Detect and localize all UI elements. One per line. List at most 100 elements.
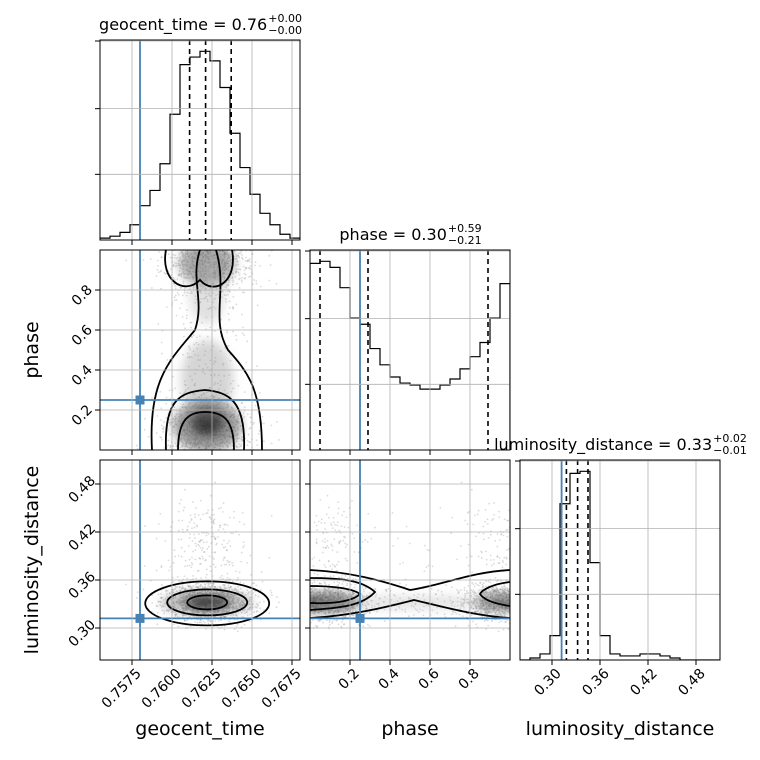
sample-point xyxy=(241,280,243,283)
sample-point xyxy=(324,612,327,615)
sample-point xyxy=(254,590,256,592)
sample-point xyxy=(213,558,215,560)
sample-point xyxy=(194,549,197,552)
sample-point xyxy=(454,625,457,628)
sample-point xyxy=(225,300,228,303)
sample-point xyxy=(361,540,364,543)
sample-point xyxy=(175,613,177,616)
sample-point xyxy=(182,323,185,326)
sample-point xyxy=(467,585,470,587)
sample-point xyxy=(170,414,172,417)
sample-point xyxy=(223,523,226,526)
sample-point xyxy=(242,265,245,268)
sample-point xyxy=(177,264,179,267)
sample-point xyxy=(191,336,193,339)
sample-point xyxy=(493,562,495,565)
sample-point xyxy=(466,523,469,526)
sample-point xyxy=(258,601,261,604)
sample-point xyxy=(249,426,252,429)
sample-point xyxy=(209,326,212,329)
sample-point xyxy=(183,619,186,622)
sample-point xyxy=(237,255,239,257)
sample-point xyxy=(163,447,166,449)
sample-point xyxy=(240,438,243,441)
sample-point xyxy=(485,628,488,631)
sample-point xyxy=(182,335,185,338)
sample-point xyxy=(156,259,159,262)
sample-point xyxy=(238,273,241,276)
sample-point xyxy=(200,577,203,580)
sample-point xyxy=(486,619,489,622)
sample-point xyxy=(174,587,176,590)
sample-point xyxy=(198,544,201,547)
sample-point xyxy=(174,294,177,297)
sample-point xyxy=(157,601,160,603)
sample-point xyxy=(214,586,216,589)
sample-point xyxy=(228,516,231,519)
sample-point xyxy=(470,555,473,558)
sample-point xyxy=(200,621,202,624)
sample-point xyxy=(226,542,229,545)
contour-outer xyxy=(144,580,271,627)
sample-point xyxy=(188,586,191,588)
sample-point xyxy=(255,606,258,609)
sample-point xyxy=(223,616,226,618)
sample-point xyxy=(172,277,175,279)
sample-point xyxy=(172,591,175,593)
sample-point xyxy=(212,583,215,586)
sample-point xyxy=(367,623,369,626)
sample-point xyxy=(213,522,216,525)
sample-point xyxy=(249,608,252,611)
sample-point xyxy=(327,506,330,509)
hist-panel-phase xyxy=(305,249,511,455)
sample-point xyxy=(392,545,395,547)
sample-point xyxy=(330,590,333,593)
sample-point xyxy=(494,576,497,579)
sample-point xyxy=(503,588,505,591)
sample-point xyxy=(481,586,484,589)
sample-point xyxy=(165,609,168,611)
sample-point xyxy=(222,615,225,617)
sample-point xyxy=(223,628,226,631)
sample-point xyxy=(229,545,232,547)
sample-point xyxy=(324,528,327,530)
sample-point xyxy=(240,428,243,431)
sample-point xyxy=(482,532,485,535)
sample-point xyxy=(471,590,474,593)
sample-point xyxy=(341,514,344,517)
sample-point xyxy=(179,286,182,289)
sample-point xyxy=(243,334,246,336)
sample-point xyxy=(496,555,499,558)
sample-point xyxy=(242,541,245,544)
sample-point xyxy=(258,607,261,610)
sample-point xyxy=(263,609,265,612)
sample-point xyxy=(212,535,215,538)
sample-point xyxy=(249,268,252,271)
sample-point xyxy=(227,344,229,347)
sample-point xyxy=(228,306,231,309)
sample-point xyxy=(452,610,454,613)
sample-point xyxy=(222,546,225,549)
sample-point xyxy=(489,581,492,584)
sample-point xyxy=(220,564,223,567)
sample-point xyxy=(184,619,186,622)
sample-point xyxy=(263,440,265,443)
sample-point xyxy=(201,539,204,541)
sample-point xyxy=(182,614,185,617)
sample-point xyxy=(498,591,501,594)
sample-point xyxy=(270,424,273,427)
sample-point xyxy=(501,610,504,613)
sample-point xyxy=(180,587,183,590)
sample-point xyxy=(176,291,179,294)
sample-point xyxy=(239,581,242,584)
panel-frame xyxy=(309,249,511,451)
sample-point xyxy=(489,591,492,594)
sample-point xyxy=(243,391,246,393)
sample-point xyxy=(206,512,209,514)
sample-point xyxy=(187,545,190,547)
sample-point xyxy=(463,586,466,589)
sample-point xyxy=(240,254,243,256)
sample-point xyxy=(225,563,228,566)
sample-point xyxy=(503,556,506,559)
sample-point xyxy=(507,628,510,631)
